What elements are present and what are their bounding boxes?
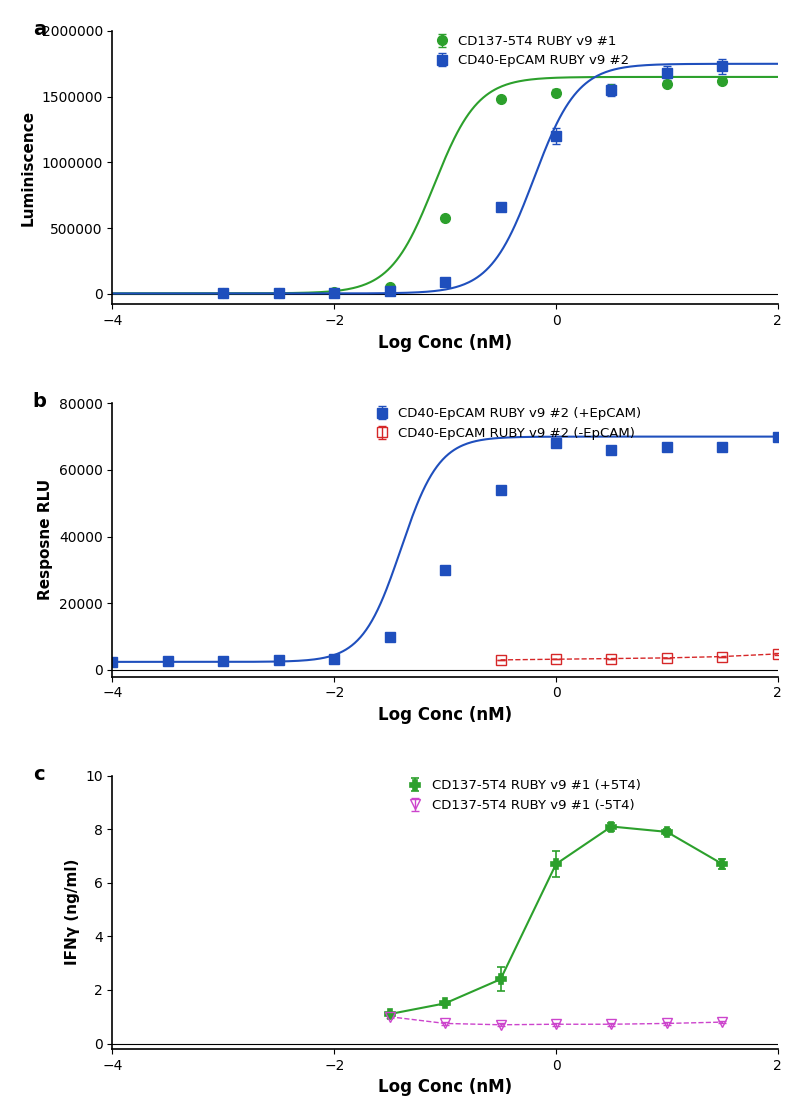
Y-axis label: Luminiscence: Luminiscence (21, 109, 36, 226)
X-axis label: Log Conc (nM): Log Conc (nM) (378, 706, 512, 724)
X-axis label: Log Conc (nM): Log Conc (nM) (378, 334, 512, 352)
Legend: CD137-5T4 RUBY v9 #1, CD40-EpCAM RUBY v9 #2: CD137-5T4 RUBY v9 #1, CD40-EpCAM RUBY v9… (431, 35, 629, 67)
Legend: CD137-5T4 RUBY v9 #1 (+5T4), CD137-5T4 RUBY v9 #1 (-5T4): CD137-5T4 RUBY v9 #1 (+5T4), CD137-5T4 R… (405, 780, 640, 812)
X-axis label: Log Conc (nM): Log Conc (nM) (378, 1078, 512, 1096)
Text: a: a (33, 20, 46, 39)
Text: b: b (33, 392, 47, 411)
Legend: CD40-EpCAM RUBY v9 #2 (+EpCAM), CD40-EpCAM RUBY v9 #2 (-EpCAM): CD40-EpCAM RUBY v9 #2 (+EpCAM), CD40-EpC… (371, 408, 641, 440)
Y-axis label: IFNγ (ng/ml): IFNγ (ng/ml) (64, 859, 79, 965)
Text: c: c (33, 765, 44, 784)
Y-axis label: Resposne RLU: Resposne RLU (38, 479, 53, 601)
